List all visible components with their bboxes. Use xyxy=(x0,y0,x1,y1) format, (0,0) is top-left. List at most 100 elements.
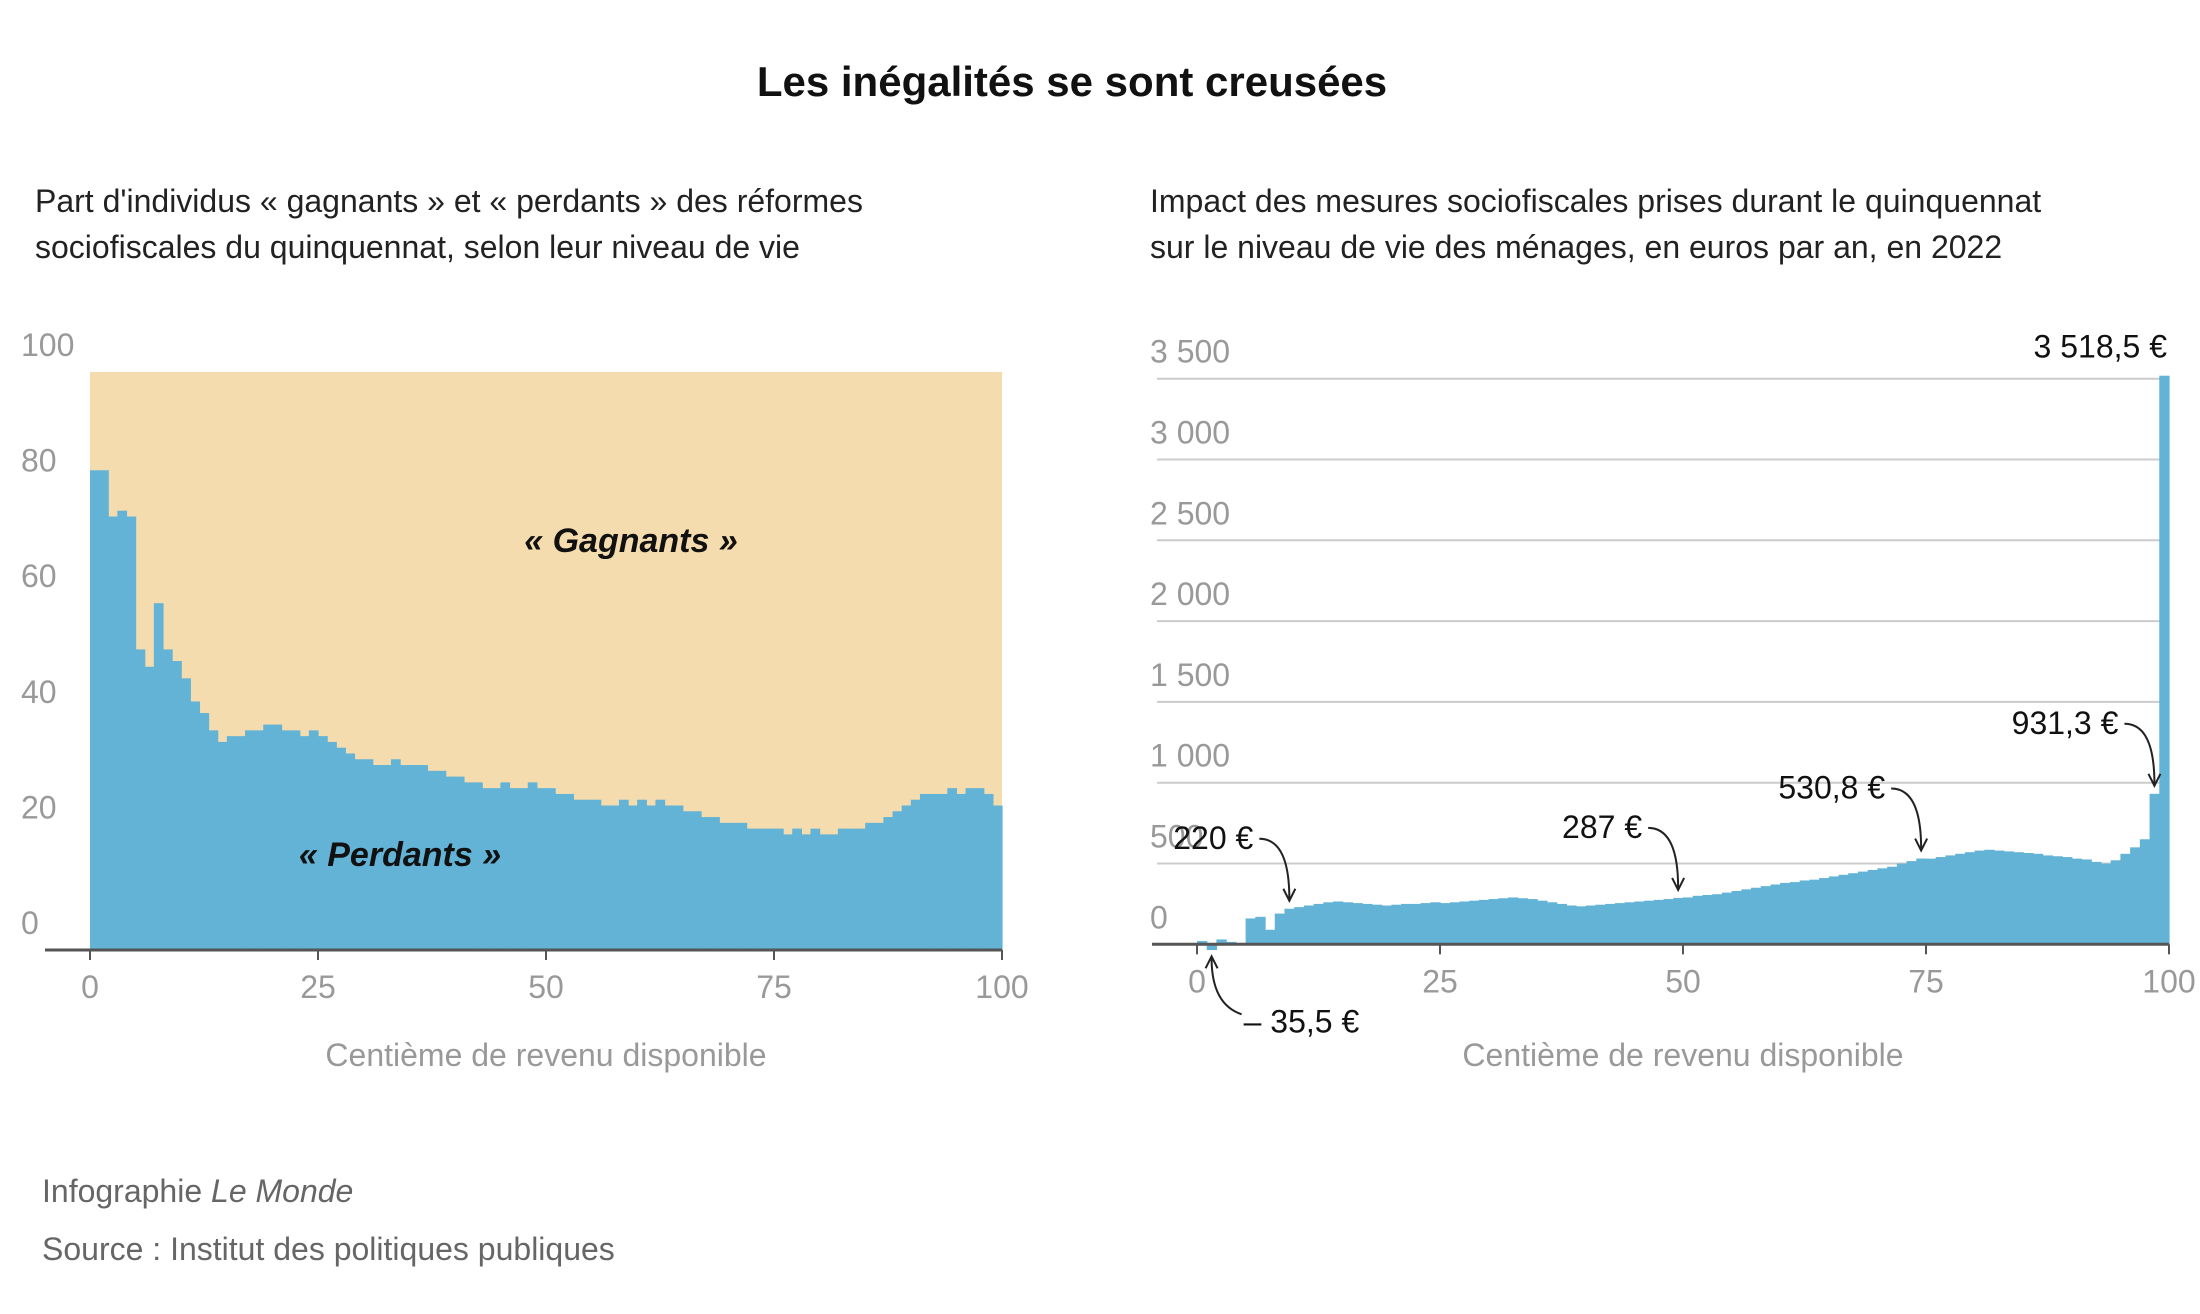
bar xyxy=(199,713,210,950)
value-label: 530,8 € xyxy=(1778,770,1885,806)
x-tick-label: 0 xyxy=(1188,963,1206,999)
bar xyxy=(1216,939,1227,945)
bar xyxy=(162,649,173,950)
bar xyxy=(810,828,821,950)
bar xyxy=(1517,898,1529,945)
bar xyxy=(1352,903,1363,945)
bar xyxy=(828,834,839,950)
bar xyxy=(445,776,456,950)
subtitle: Part d'individus « gagnants » et « perda… xyxy=(35,183,863,219)
bar xyxy=(1760,886,1772,945)
bar xyxy=(783,834,793,950)
bar xyxy=(1692,895,1704,945)
y-tick-label: 0 xyxy=(1150,899,1168,935)
bar xyxy=(390,759,401,950)
arrow-head xyxy=(2147,773,2162,789)
bar xyxy=(2159,375,2170,945)
bar xyxy=(1789,882,1801,945)
bar xyxy=(655,799,666,950)
bar xyxy=(454,776,465,950)
bar xyxy=(208,730,219,950)
bar xyxy=(1984,849,1995,945)
bar xyxy=(1284,908,1295,945)
x-tick-label: 75 xyxy=(756,969,792,1005)
bar xyxy=(710,817,720,950)
x-tick-label: 50 xyxy=(1665,963,1701,999)
bar xyxy=(1799,880,1810,945)
y-tick-label: 1 500 xyxy=(1150,657,1230,693)
annotation: « Gagnants » xyxy=(524,522,738,560)
bar xyxy=(1440,903,1451,945)
bar xyxy=(591,799,602,950)
y-tick-label: 0 xyxy=(21,905,39,941)
bar xyxy=(217,741,228,950)
bar xyxy=(1994,850,2005,945)
label-arrow xyxy=(1210,958,1242,1016)
bar xyxy=(719,822,729,950)
bar xyxy=(1585,905,1597,945)
label-arrow xyxy=(1891,787,1923,849)
bar xyxy=(281,730,292,950)
bar xyxy=(573,799,584,950)
bar xyxy=(865,822,875,950)
bar xyxy=(1945,855,1956,945)
bar xyxy=(837,828,848,950)
bar xyxy=(1391,904,1402,945)
bar xyxy=(90,470,100,950)
bar xyxy=(1410,903,1422,945)
bar xyxy=(1333,901,1344,945)
bar xyxy=(901,805,912,950)
bar xyxy=(272,724,283,950)
bar xyxy=(701,817,711,950)
subtitle: sur le niveau de vie des ménages, en eur… xyxy=(1150,229,2002,265)
bar xyxy=(746,828,757,950)
bar xyxy=(491,788,501,950)
bar xyxy=(564,793,574,950)
bar xyxy=(1546,902,1558,945)
bar xyxy=(792,828,802,950)
bar xyxy=(1770,884,1781,945)
bar xyxy=(2100,863,2112,945)
bar xyxy=(409,765,419,950)
bar xyxy=(1964,852,1976,945)
bar xyxy=(2071,858,2083,945)
bar xyxy=(2130,847,2141,945)
bar xyxy=(1974,850,1985,945)
bar xyxy=(135,649,146,950)
bar xyxy=(2052,856,2063,945)
value-label: 931,3 € xyxy=(2012,705,2119,741)
y-tick-label: 100 xyxy=(21,327,74,363)
bar xyxy=(336,747,346,950)
x-axis-label: Centième de revenu disponible xyxy=(1462,1037,1903,1073)
bar xyxy=(345,753,356,950)
value-label: 220 € xyxy=(1173,820,1253,856)
bar xyxy=(965,788,976,950)
bar xyxy=(874,822,885,950)
bar xyxy=(1867,869,1878,945)
bar xyxy=(299,736,310,950)
bar xyxy=(892,811,903,950)
credit-brand: Le Monde xyxy=(211,1173,353,1209)
bar xyxy=(1478,899,1490,945)
x-tick-label: 0 xyxy=(81,969,99,1005)
bar xyxy=(1721,892,1733,945)
bar xyxy=(99,470,109,950)
arrow-head xyxy=(1204,954,1219,969)
bar xyxy=(1683,897,1694,945)
bar xyxy=(956,793,967,950)
y-tick-label: 80 xyxy=(21,443,57,479)
bar xyxy=(1566,905,1577,945)
x-tick-label: 75 xyxy=(1908,963,1944,999)
y-tick-label: 1 000 xyxy=(1150,738,1230,774)
bar xyxy=(1906,861,1917,945)
bar xyxy=(226,736,237,950)
bar xyxy=(1780,882,1791,945)
bar xyxy=(938,793,948,950)
bar xyxy=(527,782,538,950)
bar xyxy=(883,817,894,950)
bar xyxy=(245,730,255,950)
x-tick-label: 25 xyxy=(1422,963,1458,999)
bar xyxy=(1712,894,1723,945)
bar xyxy=(1488,899,1499,945)
